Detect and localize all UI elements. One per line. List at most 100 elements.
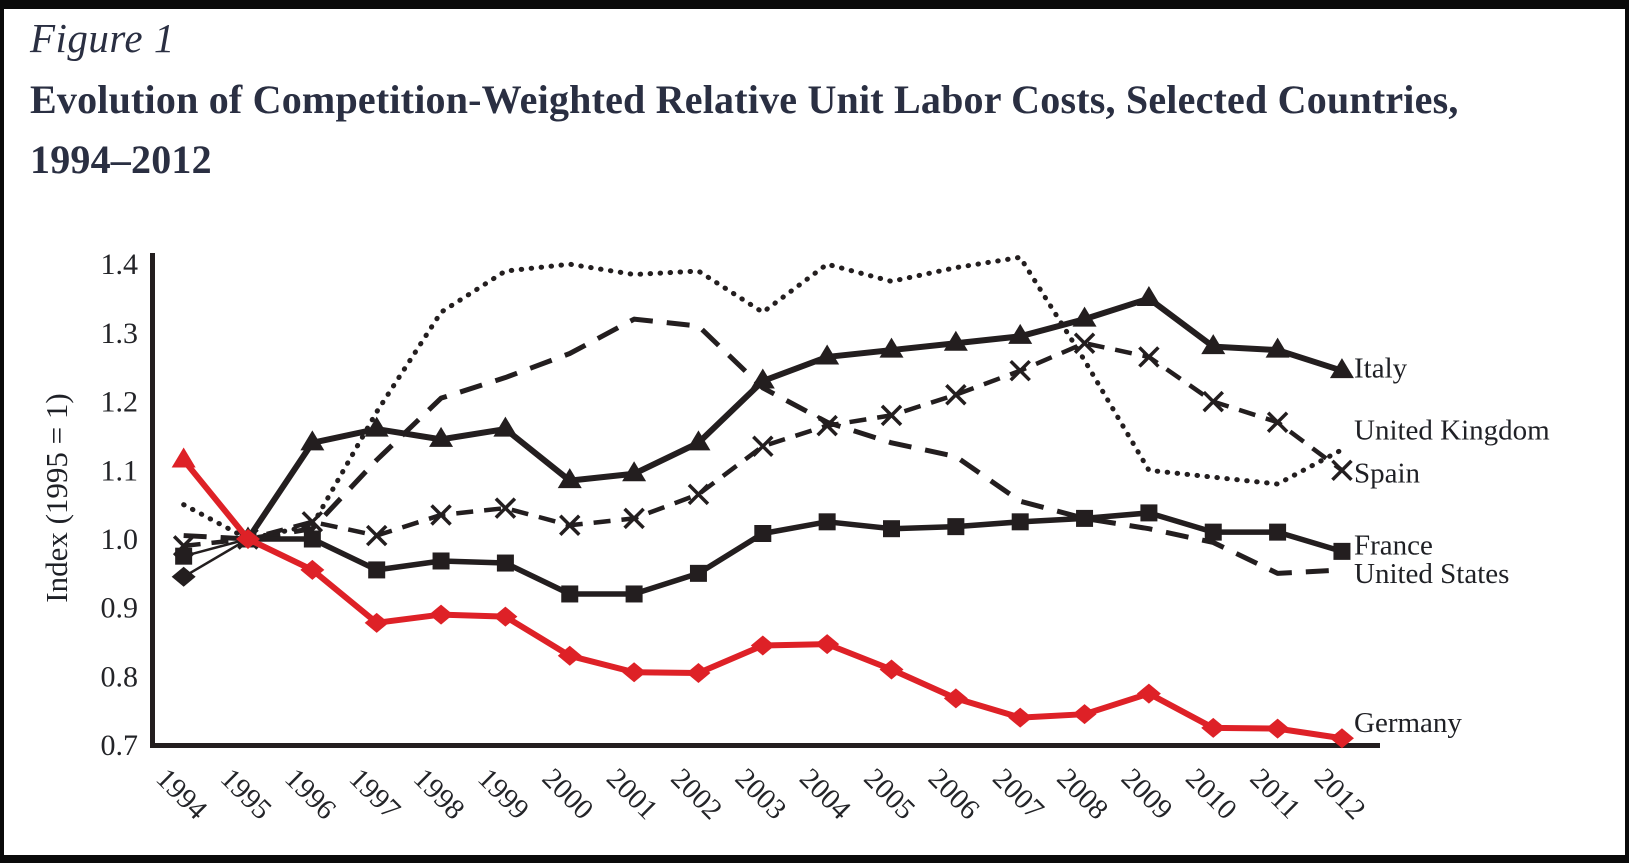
x-marker bbox=[430, 504, 452, 526]
series-label-germany: Germany bbox=[1354, 707, 1462, 739]
figure-label: Figure 1 bbox=[30, 15, 175, 61]
x-marker bbox=[880, 404, 903, 427]
frame-border-bottom bbox=[0, 855, 1629, 863]
diamond-marker bbox=[171, 566, 196, 587]
x-marker bbox=[623, 507, 645, 530]
triangle-marker bbox=[1201, 334, 1226, 355]
x-marker bbox=[301, 511, 324, 533]
x-marker bbox=[559, 514, 581, 536]
x-tick-label-2003: 2003 bbox=[729, 762, 793, 826]
diamond-marker bbox=[879, 659, 904, 680]
x-tick-label-1998: 1998 bbox=[407, 762, 471, 826]
series-france: France bbox=[175, 504, 1433, 603]
x-marker bbox=[1138, 346, 1160, 368]
x-marker bbox=[1009, 359, 1031, 382]
triangle-marker bbox=[1265, 337, 1290, 358]
title-block: Figure 1 Evolution of Competition-Weight… bbox=[30, 14, 1590, 190]
series-label-france: France bbox=[1354, 529, 1433, 561]
diamond-marker bbox=[815, 634, 840, 655]
square-marker bbox=[625, 585, 643, 603]
diamond-marker bbox=[1136, 683, 1161, 704]
x-tick-label-2011: 2011 bbox=[1244, 762, 1307, 825]
triangle-marker bbox=[1072, 306, 1097, 327]
square-marker bbox=[496, 554, 514, 572]
triangle-marker bbox=[429, 426, 454, 447]
series-line-germany bbox=[181, 458, 1343, 742]
triangle-marker bbox=[493, 416, 518, 437]
x-tick-label-2001: 2001 bbox=[600, 762, 664, 826]
series-label-united-states: United States bbox=[1354, 558, 1509, 590]
square-marker bbox=[883, 520, 900, 538]
diamond-marker bbox=[236, 529, 260, 549]
x-tick-label-2012: 2012 bbox=[1308, 762, 1372, 826]
square-marker bbox=[1140, 504, 1158, 522]
y-tick-label-1.4: 1.4 bbox=[101, 248, 139, 281]
series-italy: Italy bbox=[171, 286, 1408, 587]
figure-title-line1: Evolution of Competition-Weighted Relati… bbox=[30, 77, 1459, 122]
x-tick-label-2010: 2010 bbox=[1179, 762, 1243, 826]
triangle-marker bbox=[364, 416, 389, 437]
figure-title-line2: 1994–2012 bbox=[30, 137, 212, 182]
x-marker bbox=[1202, 390, 1224, 413]
x-marker bbox=[945, 383, 967, 406]
x-tick-label-2009: 2009 bbox=[1115, 762, 1179, 826]
diamond-marker bbox=[1072, 704, 1097, 725]
diamond-marker bbox=[750, 635, 775, 656]
x-tick-label-2002: 2002 bbox=[665, 762, 729, 826]
series-line-italy bbox=[245, 295, 1343, 541]
y-tick-label-1.3: 1.3 bbox=[101, 317, 139, 350]
square-marker bbox=[368, 561, 386, 579]
x-marker bbox=[365, 524, 388, 547]
x-marker bbox=[752, 435, 774, 457]
x-tick-label-2007: 2007 bbox=[986, 762, 1050, 826]
x-marker bbox=[494, 497, 517, 519]
x-marker bbox=[1073, 332, 1096, 354]
y-tick-label-1.2: 1.2 bbox=[101, 386, 139, 419]
triangle-marker bbox=[1136, 286, 1161, 307]
square-marker bbox=[1011, 513, 1029, 531]
square-marker bbox=[947, 518, 965, 536]
series-germany: Germany bbox=[171, 447, 1462, 749]
square-marker bbox=[1269, 523, 1287, 541]
diamond-marker bbox=[622, 662, 647, 683]
square-marker bbox=[175, 547, 193, 565]
triangle-marker bbox=[686, 430, 711, 451]
series-line-united-kingdom bbox=[181, 254, 1345, 542]
square-marker bbox=[303, 530, 321, 548]
frame-border-left bbox=[0, 0, 4, 863]
x-marker bbox=[687, 483, 710, 506]
triangle-marker bbox=[171, 447, 196, 468]
diamond-marker bbox=[557, 645, 582, 666]
diamond-marker bbox=[300, 559, 325, 580]
frame-border-right bbox=[1625, 0, 1629, 863]
triangle-marker bbox=[943, 330, 968, 351]
square-marker bbox=[561, 585, 579, 603]
series-line-france bbox=[248, 510, 1343, 597]
y-tick-label-0.8: 0.8 bbox=[101, 660, 139, 693]
triangle-marker bbox=[750, 368, 775, 389]
square-marker bbox=[1076, 509, 1094, 527]
figure-title: Evolution of Competition-Weighted Relati… bbox=[30, 70, 1590, 190]
diamond-marker bbox=[1008, 707, 1033, 728]
diamond-marker bbox=[493, 606, 518, 627]
y-tick-label-0.7: 0.7 bbox=[101, 729, 139, 762]
series-label-italy: Italy bbox=[1354, 353, 1408, 385]
series-label-united-kingdom: United Kingdom bbox=[1354, 415, 1550, 447]
square-marker bbox=[1333, 542, 1351, 560]
series-label-spain: Spain bbox=[1354, 457, 1421, 489]
y-tick-label-0.9: 0.9 bbox=[101, 592, 139, 625]
x-tick-label-1995: 1995 bbox=[214, 762, 278, 826]
frame-border-top bbox=[0, 0, 1629, 9]
square-marker bbox=[818, 513, 836, 531]
diamond-marker bbox=[943, 688, 968, 709]
x-tick-label-1997: 1997 bbox=[343, 762, 407, 826]
triangle-marker bbox=[622, 461, 647, 482]
triangle-marker bbox=[557, 468, 582, 489]
series-united-kingdom: United Kingdom bbox=[181, 254, 1550, 542]
square-marker bbox=[754, 525, 772, 543]
diamond-marker bbox=[429, 604, 454, 625]
triangle-marker bbox=[879, 337, 904, 358]
x-marker bbox=[1266, 411, 1289, 433]
